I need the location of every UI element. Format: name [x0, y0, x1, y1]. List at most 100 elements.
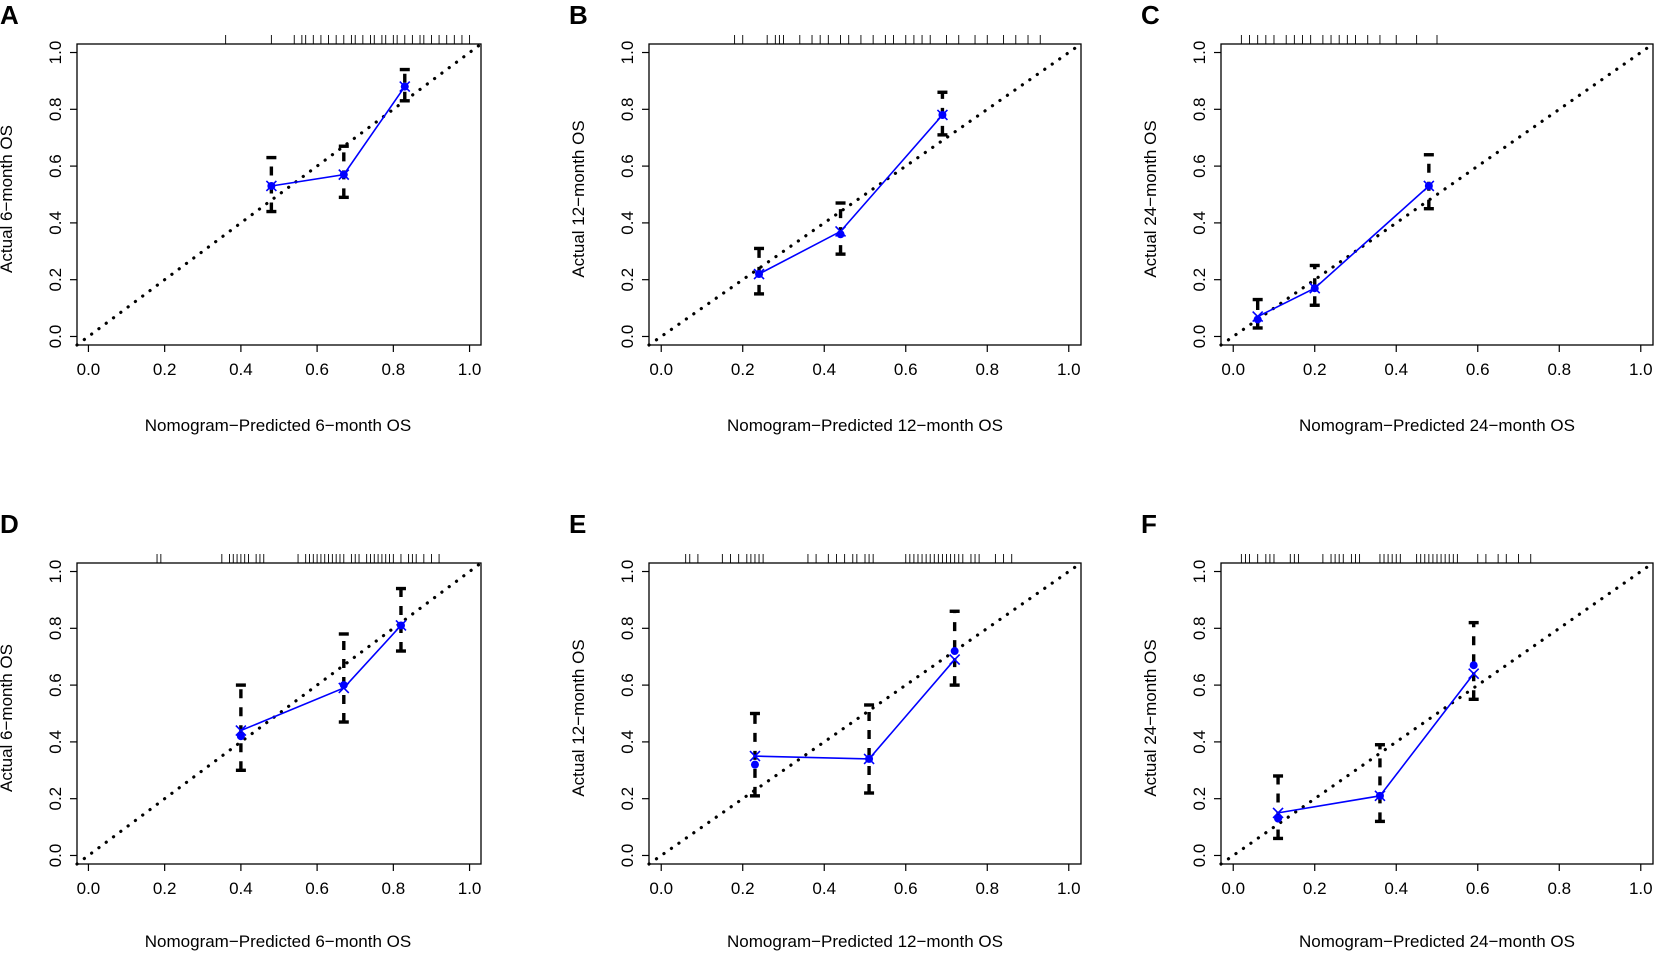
y-tick-label: 0.2: [1190, 268, 1209, 292]
plot-area: 0.0 0.2 0.4 0.6 0.8 1.0 0.0 0.2 0.4 0.6 0.8 1.0: [618, 35, 1083, 379]
corrected-point: [1272, 807, 1284, 819]
y-tick-label: 0.6: [1190, 673, 1209, 697]
observed-point: [950, 647, 959, 656]
x-tick-label: 0.2: [1303, 879, 1327, 898]
x-tick-label: 0.2: [731, 360, 755, 379]
x-tick-label: 0.6: [305, 360, 329, 379]
panel-a: A Actual 6−month OS Nomogram−Predicted 6…: [0, 0, 483, 435]
y-tick-label: 0.6: [618, 154, 637, 178]
observed-point: [236, 732, 245, 741]
x-tick-label: 1.0: [1629, 360, 1653, 379]
observed-point: [1274, 814, 1283, 823]
plot-area: 0.0 0.2 0.4 0.6 0.8 1.0 0.0 0.2 0.4 0.6 0.8 1.0: [46, 35, 483, 379]
reference-line: [647, 561, 1083, 866]
y-tick-label: 0.2: [46, 787, 65, 811]
y-tick-label: 0.4: [46, 730, 65, 754]
x-tick-label: 0.0: [1221, 879, 1245, 898]
x-tick-label: 0.8: [382, 360, 406, 379]
observed-point: [836, 230, 845, 239]
y-tick-label: 0.0: [1190, 325, 1209, 349]
y-tick-label: 0.0: [618, 844, 637, 868]
y-axis-title: Actual 12−month OS: [569, 120, 588, 277]
x-tick-label: 0.8: [382, 879, 406, 898]
corrected-point: [749, 750, 761, 762]
y-tick-label: 0.8: [618, 97, 637, 121]
calibration-line: [754, 659, 956, 760]
y-tick-label: 0.0: [46, 844, 65, 868]
x-tick-label: 0.2: [153, 879, 177, 898]
y-axis-title: Actual 24−month OS: [1141, 120, 1160, 277]
plot-area: 0.0 0.2 0.4 0.6 0.8 1.0 0.0 0.2 0.4 0.6 0.8 1.0: [46, 554, 483, 898]
x-tick-label: 0.6: [305, 879, 329, 898]
corrected-point: [1468, 668, 1480, 680]
x-axis-title: Nomogram−Predicted 12−month OS: [727, 932, 1003, 951]
x-tick-label: 0.0: [77, 360, 101, 379]
x-tick-label: 0.0: [649, 879, 673, 898]
corrected-point: [1309, 282, 1321, 294]
x-axis-title: Nomogram−Predicted 12−month OS: [727, 416, 1003, 435]
calibration-line: [271, 86, 406, 187]
corrected-point: [395, 619, 407, 632]
y-tick-label: 0.0: [46, 325, 65, 349]
y-axis-title: Actual 24−month OS: [1141, 639, 1160, 796]
x-tick-label: 0.6: [1466, 360, 1490, 379]
panel-letter-d: D: [0, 509, 19, 539]
reference-line: [1219, 42, 1654, 347]
plot-frame: [648, 43, 1082, 346]
y-tick-label: 0.6: [46, 673, 65, 697]
calibration-line: [1257, 185, 1430, 318]
panel-letter-c: C: [1141, 0, 1160, 30]
x-tick-label: 0.8: [1547, 879, 1571, 898]
panel-d: D Actual 6−month OS Nomogram−Predicted 6…: [0, 509, 483, 951]
x-tick-label: 0.8: [975, 879, 999, 898]
x-tick-label: 1.0: [1057, 360, 1081, 379]
corrected-point: [863, 753, 875, 765]
calibration-line: [758, 114, 944, 275]
corrected-point: [936, 109, 948, 121]
corrected-point: [338, 169, 350, 181]
corrected-point: [399, 81, 411, 93]
panel-letter-f: F: [1141, 509, 1157, 539]
observed-point: [1253, 315, 1262, 324]
y-axis-title: Actual 6−month OS: [0, 125, 16, 273]
x-axis-title: Nomogram−Predicted 24−month OS: [1299, 932, 1575, 951]
y-axis-title: Actual 12−month OS: [569, 639, 588, 796]
y-tick-label: 0.8: [1190, 616, 1209, 640]
x-tick-label: 0.4: [1384, 360, 1408, 379]
corrected-point: [235, 724, 247, 737]
y-tick-label: 1.0: [1190, 560, 1209, 584]
corrected-point: [753, 268, 765, 280]
plot-area: 0.0 0.2 0.4 0.6 0.8 1.0 0.0 0.2 0.4 0.6 0.8 1.0: [1190, 35, 1654, 379]
panel-c: C Actual 24−month OS Nomogram−Predicted …: [1141, 0, 1654, 435]
panel-letter-e: E: [569, 509, 586, 539]
y-tick-label: 0.2: [618, 268, 637, 292]
y-tick-label: 0.2: [1190, 787, 1209, 811]
reference-line: [1219, 561, 1654, 866]
corrected-point: [1374, 790, 1386, 802]
reference-line: [647, 42, 1083, 347]
y-tick-label: 1.0: [618, 560, 637, 584]
x-tick-label: 1.0: [458, 360, 482, 379]
reference-line: [75, 42, 483, 347]
x-tick-label: 0.0: [649, 360, 673, 379]
y-tick-label: 1.0: [618, 41, 637, 65]
x-tick-label: 0.6: [1466, 879, 1490, 898]
y-tick-label: 1.0: [1190, 41, 1209, 65]
corrected-point: [834, 225, 847, 237]
x-tick-label: 0.8: [1547, 360, 1571, 379]
observed-point: [1469, 661, 1478, 670]
panel-letter-b: B: [569, 0, 588, 30]
corrected-point: [265, 180, 277, 192]
x-tick-label: 0.4: [229, 879, 253, 898]
observed-point: [750, 760, 759, 769]
plot-frame: [76, 562, 482, 865]
x-tick-label: 1.0: [458, 879, 482, 898]
y-tick-label: 0.4: [618, 211, 637, 235]
x-axis-title: Nomogram−Predicted 6−month OS: [145, 416, 411, 435]
y-tick-label: 0.6: [1190, 154, 1209, 178]
plot-frame: [76, 43, 482, 346]
y-tick-label: 1.0: [46, 560, 65, 584]
y-tick-label: 0.8: [46, 97, 65, 121]
x-tick-label: 0.6: [894, 360, 918, 379]
